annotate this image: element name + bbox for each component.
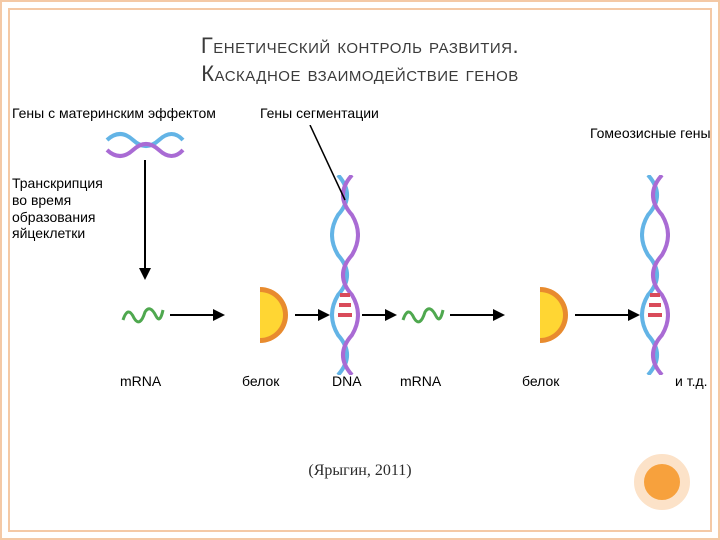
outer-frame: Генетический контроль развития. Каскадно… [0, 0, 720, 540]
label-maternal: Гены с материнским эффектом [12, 105, 216, 122]
pointer-segmentation [300, 125, 360, 225]
mrna-1-icon [120, 300, 165, 330]
label-mrna-2: mRNA [400, 373, 441, 389]
protein-1-icon [225, 280, 295, 350]
dna-helix-2-icon [640, 175, 670, 375]
label-homeotic: Гомеозисные гены [590, 125, 711, 142]
page-title: Генетический контроль развития. Каскадно… [10, 32, 710, 87]
inner-frame: Генетический контроль развития. Каскадно… [8, 8, 712, 532]
arrow-down-transcription [135, 160, 155, 280]
corner-accent-circle [634, 454, 690, 510]
maternal-dna-icon [105, 130, 185, 160]
label-mrna-1: mRNA [120, 373, 161, 389]
label-protein-1: белок [242, 373, 279, 389]
arrow-mrna1-protein1 [170, 305, 225, 325]
label-segmentation: Гены сегментации [260, 105, 379, 122]
protein-2-icon [505, 280, 575, 350]
label-transcription: Транскрипция во время образования яйцекл… [12, 175, 103, 242]
arrow-mrna2-protein2 [450, 305, 505, 325]
label-dna: DNA [332, 373, 362, 389]
label-etc: и т.д. [675, 373, 708, 389]
title-line-2: Каскадное взаимодействие генов [201, 61, 519, 86]
arrow-protein2-dna2 [575, 305, 640, 325]
mrna-2-icon [400, 300, 445, 330]
arrow-protein1-dna [295, 305, 330, 325]
citation: (Ярыгин, 2011) [10, 462, 710, 480]
arrow-dna-mrna2 [362, 305, 397, 325]
diagram-area: Гены с материнским эффектом Транскрипция… [10, 105, 720, 405]
title-line-1: Генетический контроль развития. [201, 33, 519, 58]
label-protein-2: белок [522, 373, 559, 389]
